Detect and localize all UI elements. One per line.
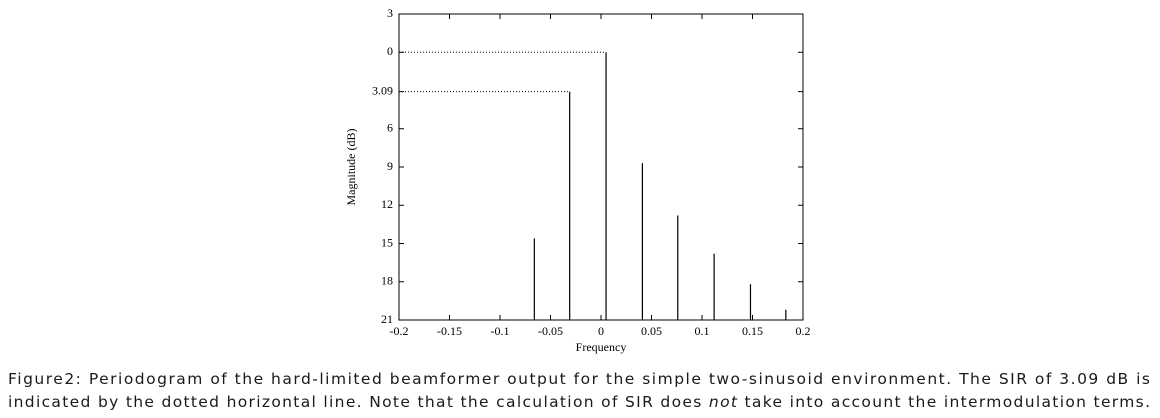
x-tick-label: 0.2 [796,324,811,338]
x-tick-label: 0.05 [641,324,662,338]
y-tick-label: 18 [381,274,393,288]
x-tick-label: 0 [598,324,604,338]
plot-frame [398,13,804,321]
x-tick-label: -0.15 [437,324,462,338]
y-tick-label: 6 [387,121,393,135]
y-tick-label: 9 [387,159,393,173]
x-tick-label: 0.1 [695,324,710,338]
y-tick-label: 12 [381,197,393,211]
y-tick-label: 3 [387,6,393,20]
x-tick-label: -0.05 [538,324,563,338]
y-tick-label: 21 [381,312,393,326]
x-axis-label: Frequency [576,340,627,354]
x-tick-label: -0.1 [491,324,510,338]
x-tick-label: -0.2 [390,324,409,338]
chart: Frequency Magnitude (dB) 3 0 3.09 6 9 12 15 18 2… [344,6,811,354]
x-tick-label: 0.15 [742,324,763,338]
caption-line: indicated by the dotted horizontal line.… [8,393,1150,411]
caption-line: Figure2: Periodogram of the hard-limited… [8,370,1150,388]
y-tick-label: 3.09 [372,83,393,97]
y-tick-label: 15 [381,235,393,249]
caption-text: indicated by the dotted horizontal line.… [8,393,708,411]
caption-text: take into account the intermodulation te… [738,393,1150,411]
y-axis-label: Magnitude (dB) [344,129,358,206]
y-tick-label: 0 [387,44,393,58]
caption-emphasis: not [709,393,738,411]
